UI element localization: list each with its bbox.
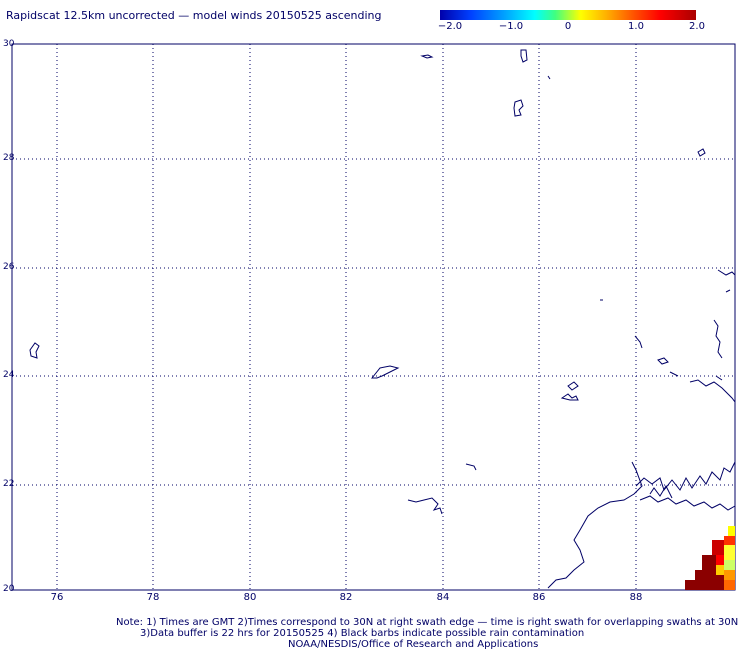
lat-label-24: 24	[3, 370, 15, 380]
lon-label-82: 82	[339, 592, 353, 603]
colorbar-tick-3: 0	[564, 21, 572, 32]
lon-label-80: 80	[243, 592, 257, 603]
map-frame	[11, 43, 736, 591]
lon-label-78: 78	[146, 592, 160, 603]
lat-label-28: 28	[3, 153, 15, 163]
lon-label-86: 86	[532, 592, 546, 603]
lat-label-22: 22	[3, 479, 15, 489]
colorbar-tick-2: −1.0	[498, 21, 524, 32]
note-line-3: NOAA/NESDIS/Office of Research and Appli…	[288, 639, 539, 650]
colorbar-tick-1: −2.0	[437, 21, 463, 32]
wind-data-cells	[685, 526, 735, 590]
note-line-2: 3)Data buffer is 22 hrs for 20150525 4) …	[140, 628, 585, 639]
colorbar	[440, 10, 696, 20]
colorbar-tick-4: 1.0	[628, 21, 644, 32]
lat-label-30: 30	[3, 39, 15, 49]
graticule	[12, 44, 735, 590]
lon-label-88: 88	[629, 592, 643, 603]
coastlines	[29, 49, 736, 589]
lat-label-20: 20	[3, 584, 15, 594]
lat-label-26: 26	[3, 262, 15, 272]
note-line-1: Note: 1) Times are GMT 2)Times correspon…	[116, 617, 739, 628]
lon-label-84: 84	[436, 592, 450, 603]
colorbar-tick-5: 2.0	[689, 21, 705, 32]
map-title: Rapidscat 12.5km uncorrected — model win…	[6, 9, 382, 22]
lon-label-76: 76	[50, 592, 64, 603]
